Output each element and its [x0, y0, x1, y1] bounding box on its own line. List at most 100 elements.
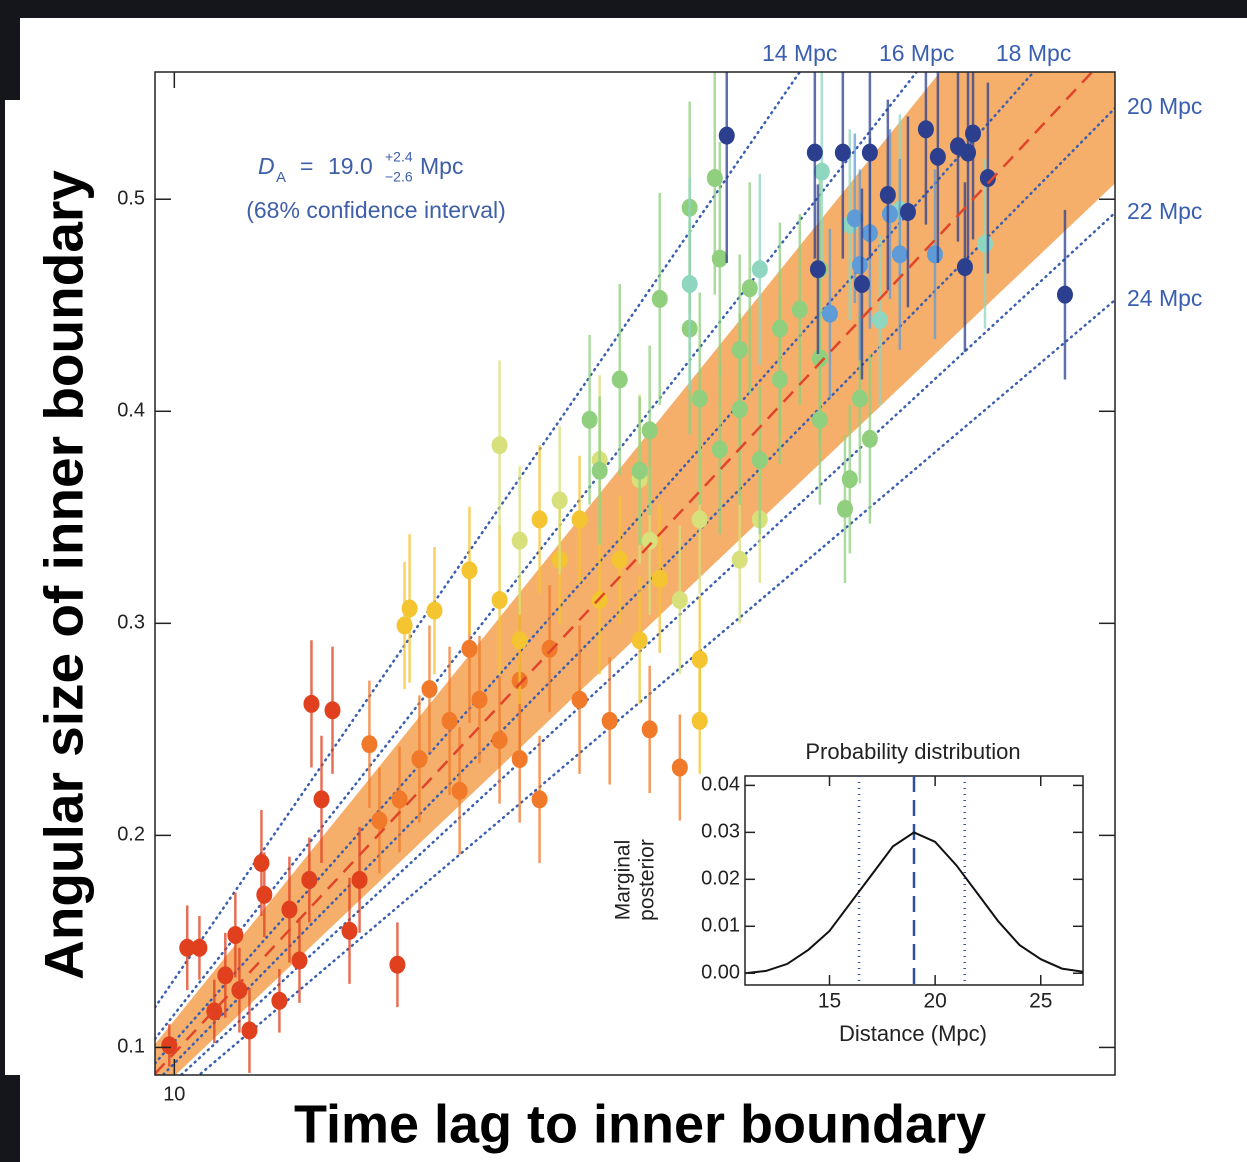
- distance-label: 14 Mpc: [762, 40, 837, 66]
- data-point: [421, 680, 438, 699]
- data-point: [751, 260, 768, 279]
- data-point: [291, 951, 308, 970]
- inset-y-tick-label: 0.03: [701, 821, 740, 843]
- data-point: [681, 275, 698, 294]
- estimate-minus: −2.6: [385, 169, 413, 185]
- plot-area: [155, 72, 1115, 1075]
- distance-line: [197, 298, 1115, 1075]
- data-point: [191, 938, 208, 957]
- data-point: [231, 981, 248, 1000]
- data-point: [313, 790, 330, 809]
- data-point: [179, 938, 196, 957]
- inset-x-tick-label: 15: [818, 990, 841, 1013]
- inset-x-tick-label: 25: [1029, 990, 1052, 1013]
- data-point: [691, 510, 708, 529]
- x-tick-label: 10: [163, 1083, 185, 1105]
- inset-x-label: Distance (Mpc): [839, 1021, 987, 1046]
- distance-label: 16 Mpc: [879, 40, 954, 66]
- data-point: [711, 249, 728, 268]
- data-point: [631, 461, 648, 480]
- data-point: [651, 569, 668, 588]
- data-point: [461, 639, 478, 658]
- estimate-plus: +2.4: [385, 149, 413, 165]
- data-point: [706, 169, 723, 188]
- data-point: [241, 1021, 258, 1040]
- data-point: [811, 349, 828, 368]
- estimate-center: 19.0: [328, 153, 373, 179]
- data-point: [977, 234, 994, 253]
- data-point: [851, 255, 868, 274]
- data-point: [511, 750, 528, 769]
- data-point: [806, 143, 823, 162]
- data-point: [324, 701, 341, 720]
- inset-y-tick-label: 0.01: [701, 915, 740, 937]
- data-point: [551, 491, 568, 510]
- data-point: [718, 126, 735, 145]
- data-point: [401, 599, 418, 618]
- data-point: [879, 185, 896, 204]
- data-point: [671, 591, 688, 610]
- data-point: [711, 440, 728, 459]
- distance-line: [179, 211, 1115, 1075]
- data-point: [771, 319, 788, 338]
- inset-y-tick-label: 0.04: [701, 774, 740, 796]
- distance-label: 22 Mpc: [1127, 198, 1202, 224]
- data-point: [809, 260, 826, 279]
- data-point: [411, 750, 428, 769]
- data-point: [641, 531, 658, 550]
- data-point: [611, 550, 628, 569]
- y-axis-label: Angular size of inner boundary: [33, 170, 95, 980]
- data-point: [841, 470, 858, 489]
- data-point: [601, 711, 618, 730]
- data-point: [853, 275, 870, 294]
- data-point: [303, 694, 320, 713]
- data-point: [751, 451, 768, 470]
- data-point: [531, 790, 548, 809]
- distance-label: 20 Mpc: [1127, 93, 1202, 119]
- x-axis-label: Time lag to inner boundary: [294, 1094, 986, 1154]
- plot-frame: [154, 71, 1116, 1076]
- data-point: [217, 966, 234, 985]
- data-point: [881, 205, 898, 224]
- data-point: [926, 245, 943, 264]
- data-point: [461, 561, 478, 580]
- estimate-equals: =: [300, 153, 313, 179]
- estimate-note: (68% confidence interval): [246, 197, 506, 223]
- data-point: [691, 650, 708, 669]
- distance-line: [161, 106, 1115, 1075]
- inset-y-tick-label: 0.02: [701, 868, 740, 890]
- data-point: [301, 870, 318, 889]
- distance-line: [155, 72, 919, 1041]
- data-point: [899, 202, 916, 221]
- data-point: [581, 410, 598, 429]
- data-point: [491, 591, 508, 610]
- data-point: [531, 510, 548, 529]
- data-point: [956, 258, 973, 277]
- data-point: [491, 436, 508, 455]
- data-point: [791, 300, 808, 319]
- data-point: [511, 531, 528, 550]
- data-point: [836, 499, 853, 518]
- data-point: [471, 690, 488, 709]
- data-point: [691, 711, 708, 730]
- data-point: [591, 461, 608, 480]
- inset-chart: Probability distribution Distance (Mpc) …: [612, 739, 1084, 1046]
- data-point: [929, 147, 946, 166]
- data-point: [891, 245, 908, 264]
- data-point: [871, 311, 888, 330]
- data-point: [811, 410, 828, 429]
- inset-title: Probability distribution: [805, 739, 1020, 764]
- data-point: [965, 124, 982, 143]
- data-point: [631, 631, 648, 650]
- data-point: [541, 639, 558, 658]
- data-point: [389, 955, 406, 974]
- data-point: [641, 720, 658, 739]
- inset-y-tick-label: 0.00: [701, 962, 740, 984]
- data-point: [227, 926, 244, 945]
- data-point: [731, 340, 748, 359]
- data-point: [731, 550, 748, 569]
- inset-y-label: Marginal: [612, 840, 635, 921]
- distance-label: 18 Mpc: [996, 40, 1071, 66]
- data-point: [813, 162, 830, 181]
